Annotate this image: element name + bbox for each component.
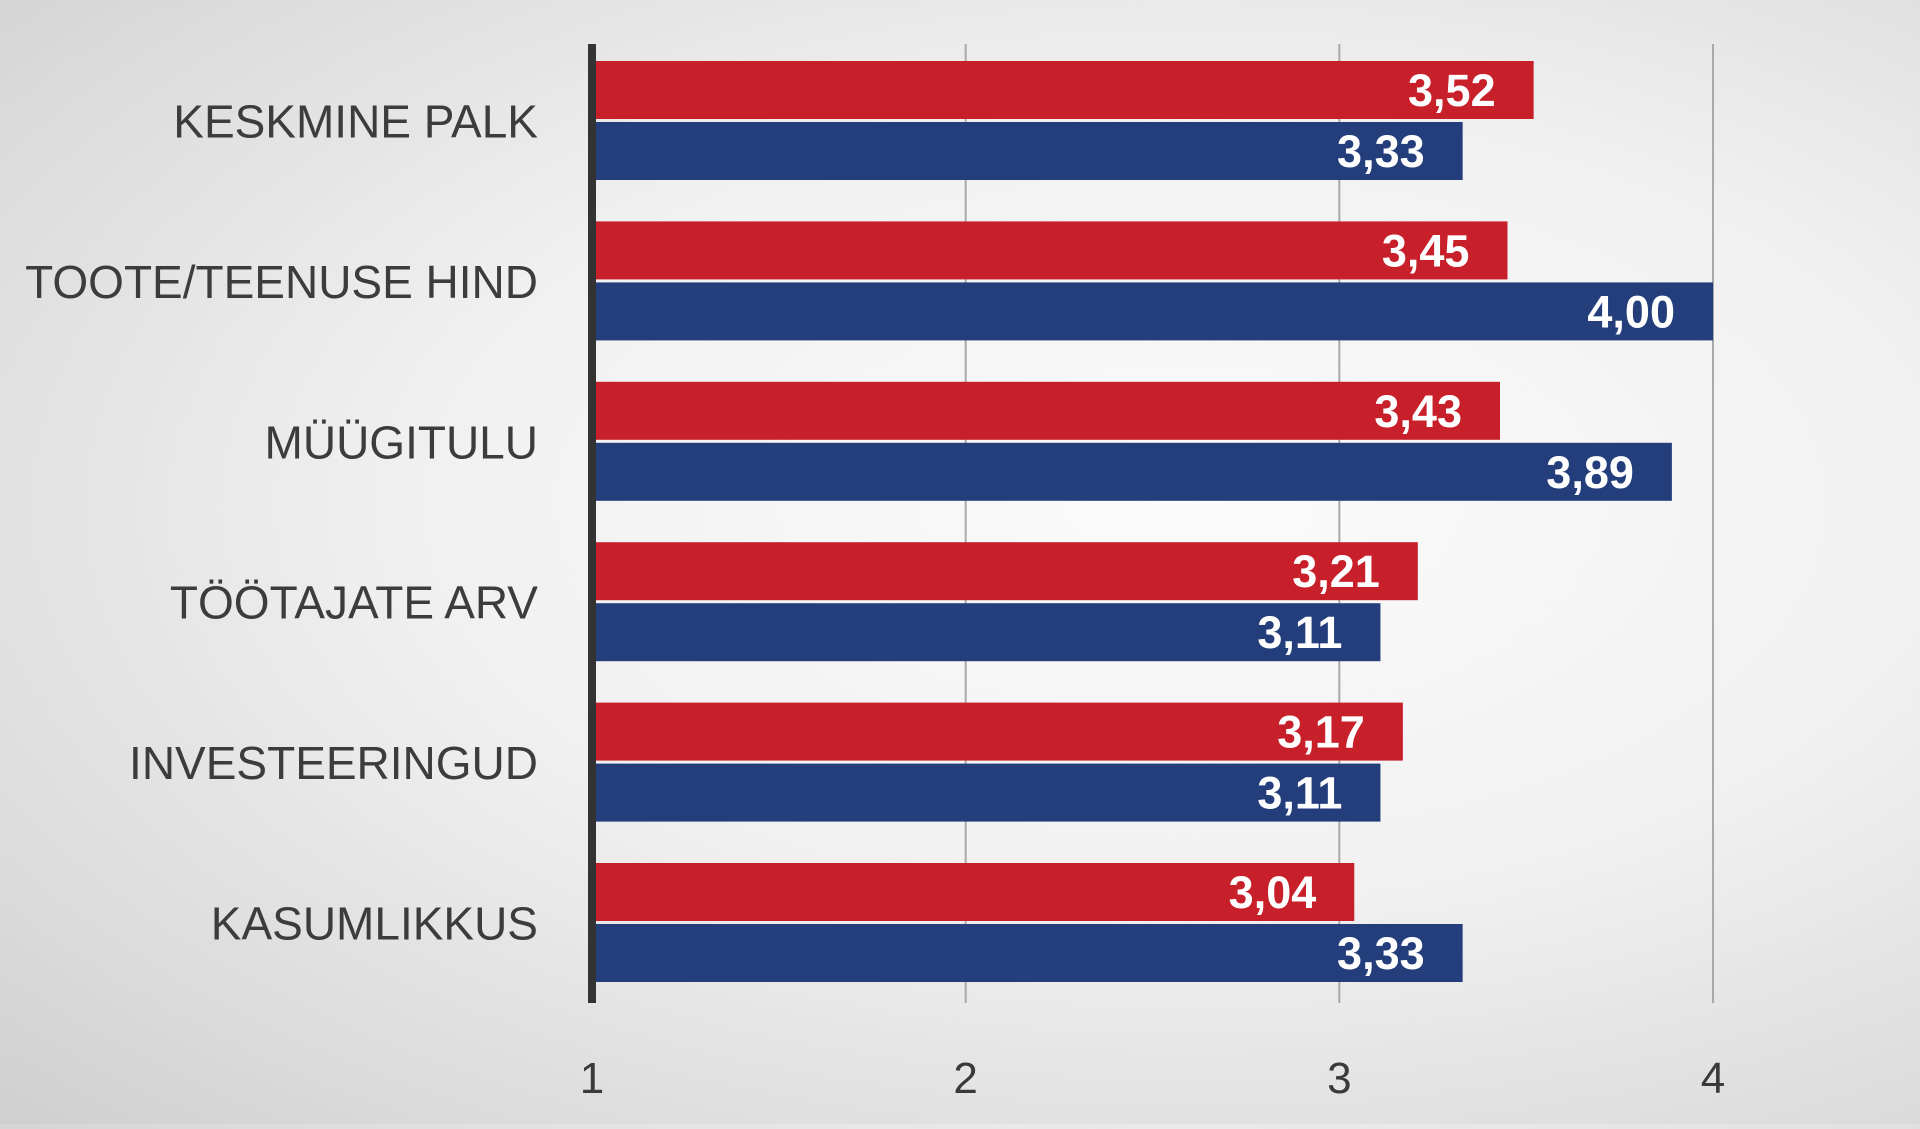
bar <box>592 542 1418 601</box>
bar <box>592 702 1403 761</box>
data-labels: 3,52 3,33 3,45 4,00 3,43 3,89 3,21 3,11 3,17 3,11… <box>1229 65 1675 979</box>
data-label: 3,33 <box>1337 126 1425 177</box>
category-label: INVESTEERINGUD <box>129 737 538 789</box>
data-label: 3,45 <box>1382 225 1470 276</box>
x-tick-label: 2 <box>953 1054 977 1103</box>
category-label: TÖÖTAJATE ARV <box>170 577 538 629</box>
data-label: 3,89 <box>1546 447 1634 498</box>
data-label: 4,00 <box>1587 286 1675 337</box>
category-label: KESKMINE PALK <box>173 96 538 148</box>
bar <box>592 763 1381 822</box>
data-label: 3,11 <box>1257 607 1342 658</box>
data-label: 3,04 <box>1229 867 1317 918</box>
x-tick-labels: 1 2 3 4 <box>580 1054 1725 1103</box>
x-tick-label: 3 <box>1327 1054 1351 1103</box>
category-label: KASUMLIKKUS <box>211 898 538 950</box>
category-label: TOOTE/TEENUSE HIND <box>25 256 538 308</box>
category-label: MÜÜGITULU <box>265 416 538 468</box>
data-label: 3,11 <box>1257 768 1342 819</box>
bar <box>592 61 1534 119</box>
data-label: 3,17 <box>1277 707 1365 758</box>
x-tick-label: 4 <box>1701 1054 1725 1103</box>
grid-lines <box>964 44 1714 1003</box>
bar <box>592 282 1713 341</box>
x-tick-label: 1 <box>580 1054 604 1103</box>
category-labels: KESKMINE PALK TOOTE/TEENUSE HIND MÜÜGITULU… <box>25 96 538 950</box>
bar <box>592 863 1355 921</box>
bar <box>592 924 1463 982</box>
bar <box>592 381 1501 440</box>
data-label: 3,33 <box>1337 928 1425 979</box>
data-label: 3,52 <box>1408 65 1496 116</box>
data-label: 3,43 <box>1374 386 1462 437</box>
bars <box>592 61 1713 982</box>
bar <box>592 221 1508 280</box>
bar <box>592 442 1672 501</box>
bar <box>592 122 1463 180</box>
data-label: 3,21 <box>1292 546 1380 597</box>
bar <box>592 603 1381 662</box>
